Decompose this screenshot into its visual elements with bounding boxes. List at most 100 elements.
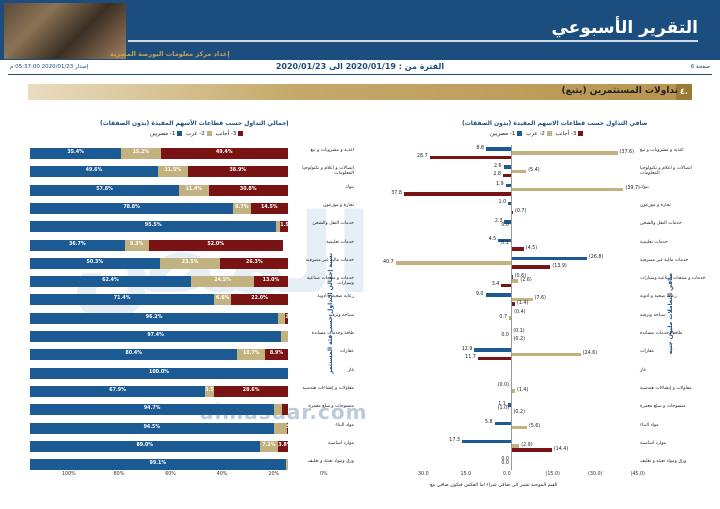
issue-date: إصدار 2020/01/23 05:37:00 م — [10, 64, 89, 70]
bar-data-label: 100.0% — [149, 369, 169, 375]
net-bar — [485, 293, 511, 297]
stacked-bar-segment — [190, 276, 255, 288]
category-label: خدمات النقل والشحن — [312, 221, 354, 227]
bar-data-label: 14.5% — [260, 204, 278, 210]
net-bar-data-label: (26.8) — [588, 255, 604, 261]
bar-data-label: 23.5% — [181, 259, 199, 265]
net-bar-data-label: 28.7 — [416, 154, 428, 160]
stacked-bar-segment — [30, 385, 206, 397]
bar-data-label: 50.3% — [86, 259, 104, 265]
bar-data-label: 78.8% — [123, 204, 140, 210]
stacked-bar-segment — [30, 331, 282, 342]
stacked-bar-segment — [30, 349, 238, 361]
net-bar-data-label: 1.1 — [498, 401, 506, 407]
net-bar — [511, 169, 527, 174]
right-chart-legend: 3- أجانب 2- عرب 1- مصريين — [490, 131, 585, 137]
net-bar-data-label: (1.4) — [516, 300, 529, 306]
net-bar-data-label: 0.0 — [501, 223, 509, 228]
category-label: عقارات — [640, 349, 655, 355]
stacked-bar-segment — [278, 440, 288, 452]
net-bar-data-label: 8.8 — [476, 145, 485, 151]
category-label: بنوك — [345, 184, 354, 190]
category-label: طاقة وخدمات مساندة — [640, 331, 683, 336]
stacked-bar-segment — [285, 459, 288, 471]
stacked-bar-segment — [280, 221, 288, 233]
net-bar-data-label: (37.6) — [619, 149, 634, 155]
left-chart-title: إجمالي التداول حسب قطاعات الأسهم المقيدة… — [100, 120, 289, 127]
stacked-bar-segment — [124, 239, 149, 251]
stacked-bar-segment — [30, 367, 288, 379]
bar-data-label: 6.7% — [235, 204, 249, 210]
net-bar — [461, 439, 511, 444]
category-label: اغذية و مشروبات و تبغ — [310, 148, 354, 153]
bar-data-label: 11.4% — [185, 186, 203, 192]
net-bar-data-label: (13.9) — [552, 263, 567, 269]
stacked-bar-segment — [237, 349, 266, 361]
bar-data-label: 67.9% — [109, 387, 126, 393]
stacked-bar-segment — [30, 166, 158, 178]
category-label: تجارة و موزعون — [640, 202, 671, 208]
bar-data-label: 97.4% — [147, 333, 164, 338]
x-tick-label: 40% — [216, 472, 228, 477]
net-bar-data-label: 17.3 — [449, 438, 460, 444]
stacked-bar-segment — [274, 404, 282, 416]
net-bar-data-label: 2.3 — [494, 218, 503, 224]
net-bar — [503, 165, 511, 169]
stacked-bar-segment — [30, 294, 215, 306]
category-label: موارد اساسية — [327, 440, 354, 446]
net-bar-data-label: 11.7 — [465, 355, 476, 361]
stacked-bar-segment — [205, 385, 215, 397]
net-bar — [504, 220, 511, 224]
net-bar-data-label: (14.4) — [553, 446, 569, 452]
bar-data-label: 13.0% — [262, 278, 280, 284]
bar-data-label: 38.9% — [229, 168, 247, 174]
stacked-bar-segment — [30, 184, 180, 196]
category-label: مواد البناء — [335, 422, 354, 428]
net-bar-data-label: (39.7) — [625, 186, 640, 192]
x-tick-label: 15.0 — [460, 472, 472, 477]
net-bar-data-label: (0.1) — [513, 328, 525, 334]
net-bar-data-label: (24.6) — [582, 351, 598, 357]
net-bar — [511, 279, 519, 283]
period-divider — [8, 74, 712, 75]
report-period: الفترة من : 2020/01/19 الى 2020/01/23 — [275, 62, 445, 71]
stacked-bar-segment — [276, 221, 281, 233]
report-title: التقرير الأسبوعي — [551, 18, 698, 38]
net-bar — [511, 247, 524, 251]
net-bar — [511, 297, 533, 302]
category-label: خدمات و منتجات صناعية وسيارات — [640, 276, 706, 282]
net-bar — [511, 302, 515, 306]
net-bar-data-label: (0.2) — [513, 337, 525, 343]
header-divider — [128, 40, 698, 42]
category-label: عقارات — [339, 349, 354, 355]
bar-data-label: 30.8% — [239, 186, 257, 192]
net-bar — [498, 238, 511, 243]
net-bar — [511, 187, 624, 192]
net-bar-data-label: (4.5) — [525, 245, 538, 251]
stacked-bar-segment — [254, 276, 288, 288]
category-label: مقاولات و إنشاءات هندسية — [302, 385, 354, 391]
net-bar-data-label: 12.9 — [461, 346, 473, 352]
x-tick-label: (30.0) — [588, 472, 603, 477]
stacked-bar-segment — [30, 239, 125, 251]
stacked-bar-segment — [159, 257, 221, 269]
stacked-bar-segment — [208, 184, 288, 196]
category-label: خدمات تعليمية — [326, 239, 354, 245]
stacked-bar-segment — [214, 385, 288, 397]
section-bar — [28, 84, 690, 100]
bar-data-label: 26.3% — [245, 259, 263, 265]
bar-data-label: 36.7% — [69, 241, 86, 247]
bar-data-label: 2.8% — [285, 314, 299, 320]
x-tick-label: (45.0) — [630, 472, 645, 477]
net-bar-data-label: 5.8 — [484, 420, 493, 425]
category-label: بنوك — [640, 184, 649, 190]
net-bar — [503, 173, 511, 178]
stacked-bar-segment — [30, 404, 275, 416]
net-bar-data-label: (0.7) — [514, 209, 527, 214]
bar-data-label: 10.7% — [242, 351, 260, 357]
bar-data-label: 49.6% — [85, 168, 103, 174]
category-label: منسوجات و سلع معمرة — [640, 404, 686, 410]
net-bar-data-label: 0.7 — [499, 314, 508, 320]
stacked-bar-segment — [30, 440, 260, 452]
x-tick-label: 100% — [62, 472, 76, 477]
